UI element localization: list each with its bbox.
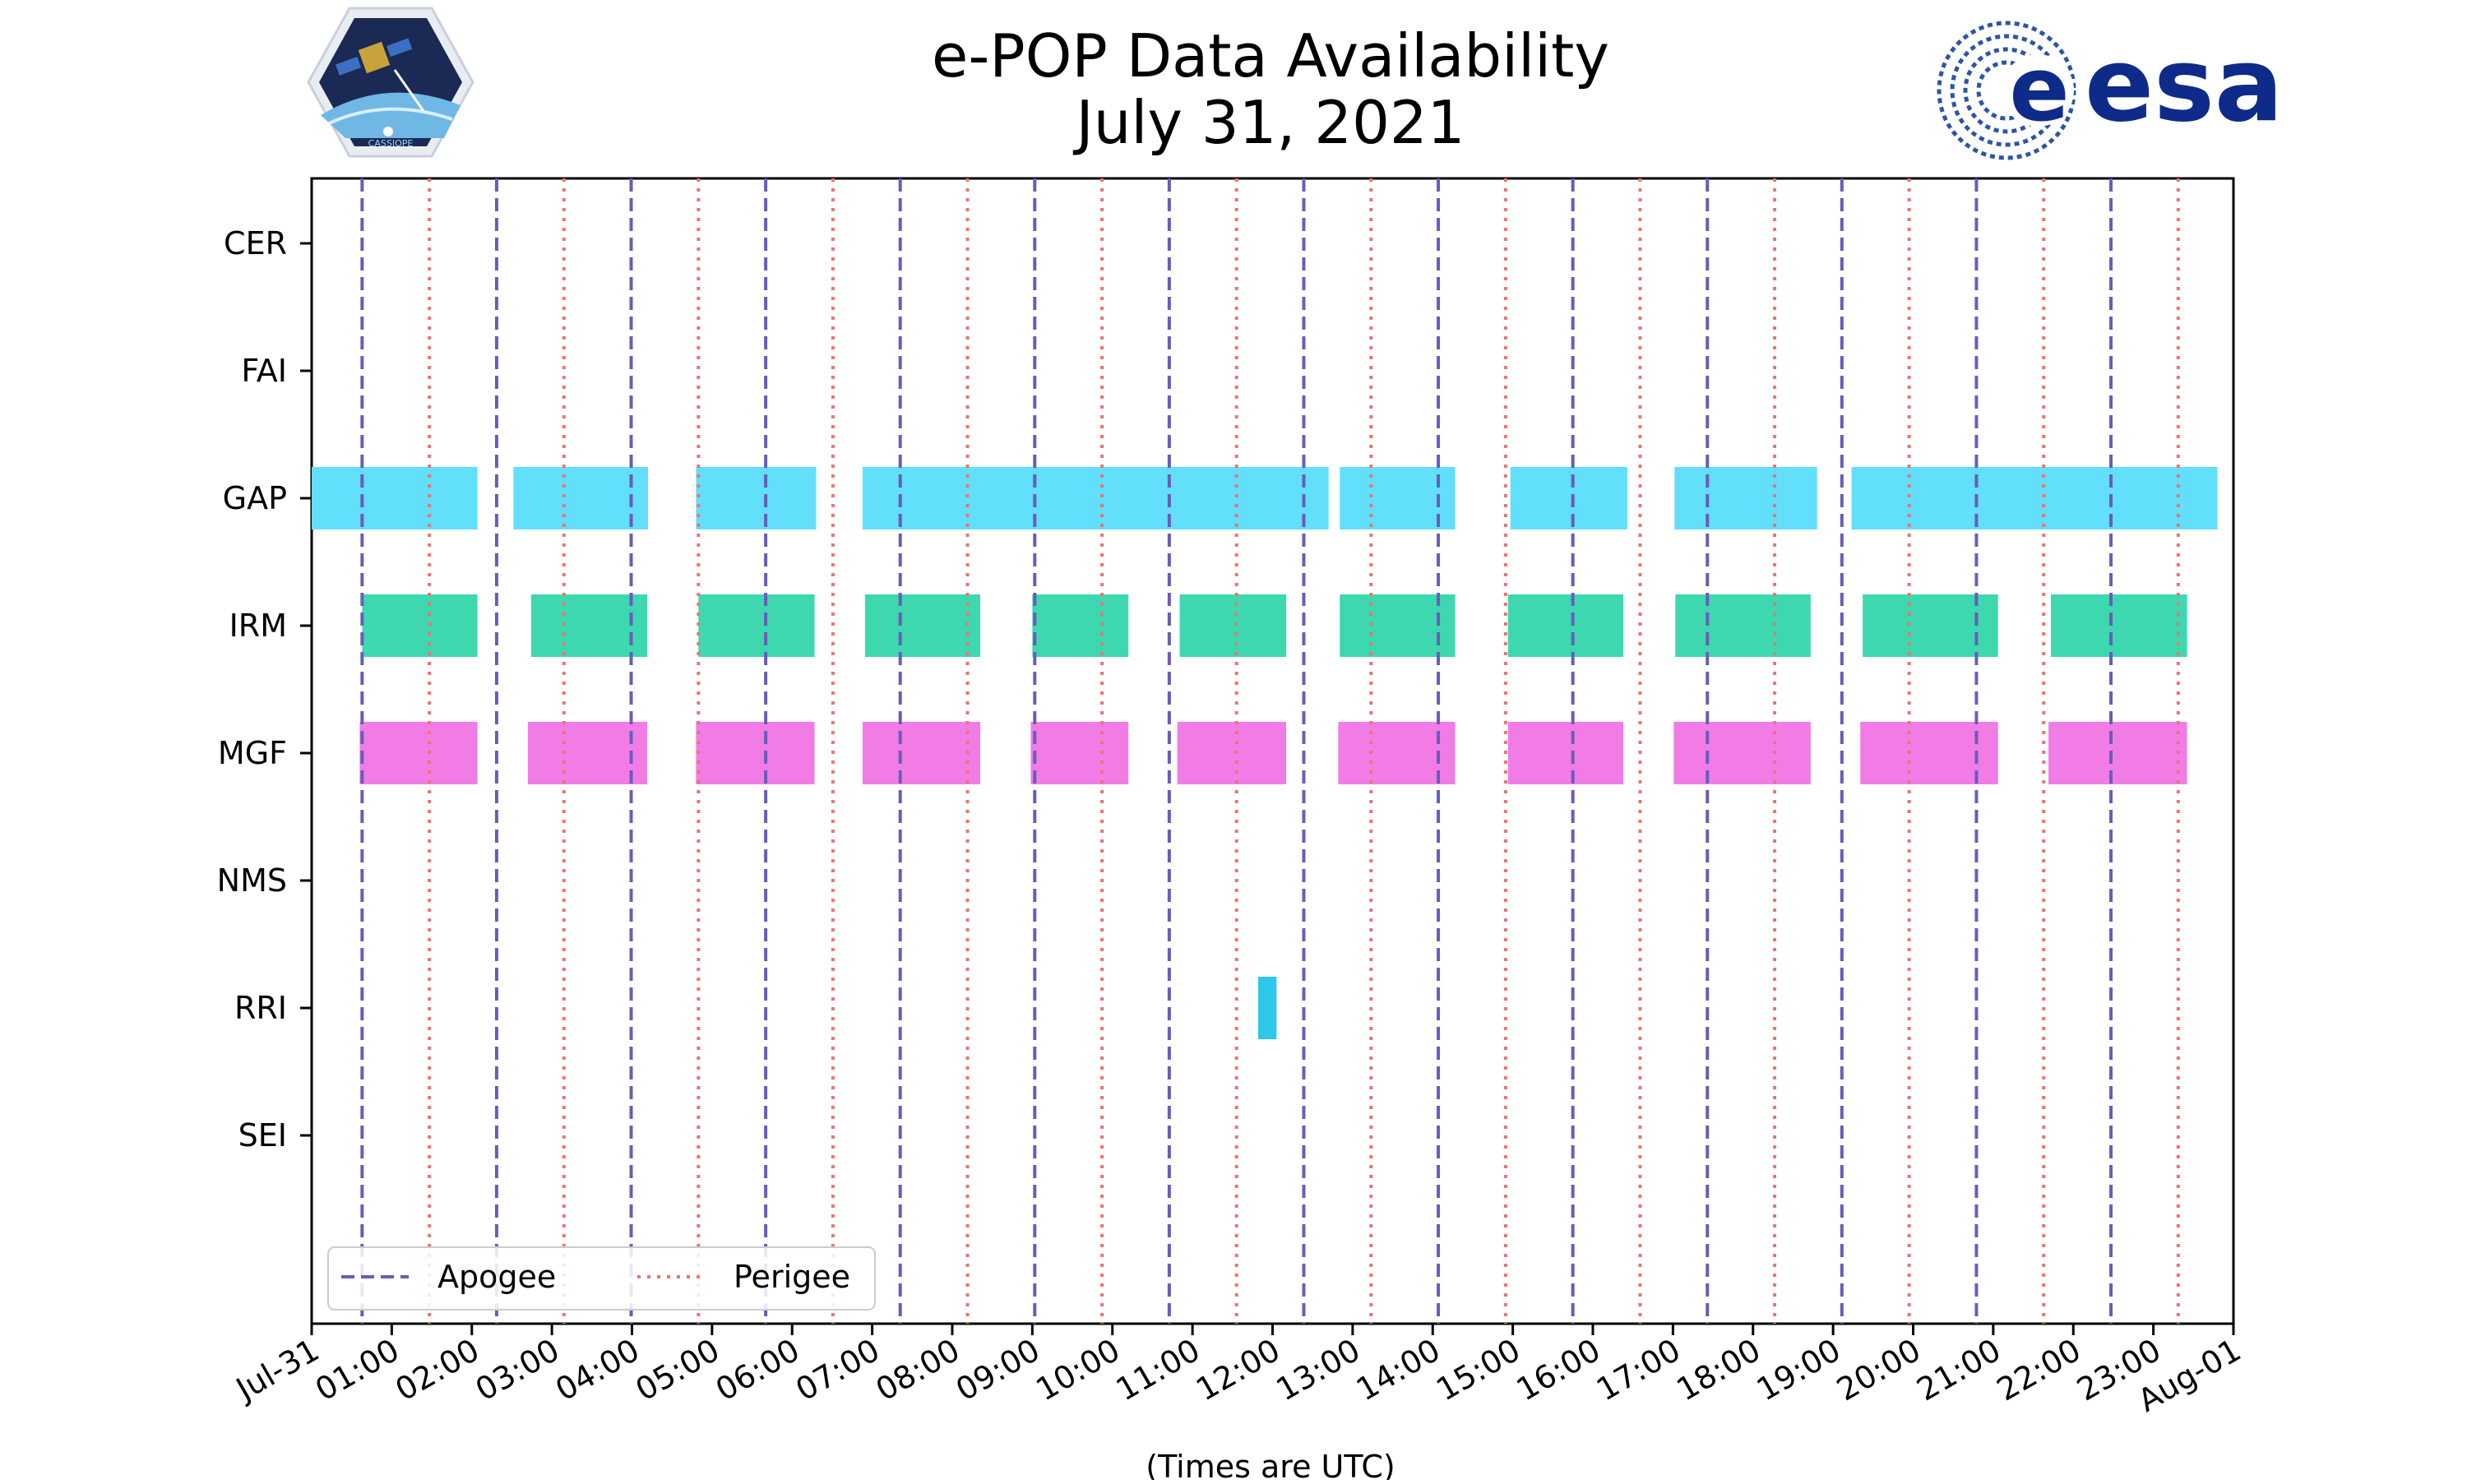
bar-mgf-7 [1507, 722, 1624, 784]
svg-text:e: e [2009, 39, 2069, 141]
bar-irm-7 [1507, 594, 1624, 657]
cassiope-logo: CASSIOPE [307, 7, 474, 158]
bar-gap-2 [696, 467, 817, 529]
bar-mgf-1 [527, 722, 648, 784]
x-tick-label-13: 13:00 [1271, 1332, 1367, 1408]
bar-gap-1 [513, 467, 648, 529]
bar-irm-10 [2050, 594, 2187, 657]
x-tick-label-16: 16:00 [1511, 1332, 1607, 1408]
bar-gap-7 [1851, 467, 2218, 529]
orbit-lines-layer [360, 178, 2180, 1324]
bar-rri-0 [1257, 977, 1277, 1039]
x-tick-label-6: 06:00 [710, 1332, 806, 1408]
bar-gap-6 [1674, 467, 1817, 529]
bar-irm-3 [864, 594, 981, 657]
y-tick-label-fai: FAI [241, 353, 287, 389]
bar-mgf-2 [696, 722, 815, 784]
y-tick-label-sei: SEI [238, 1117, 287, 1153]
x-tick-label-14: 14:00 [1350, 1332, 1446, 1408]
esa-swirl-icon: e [1937, 21, 2076, 160]
x-tick-label-10: 10:00 [1030, 1332, 1126, 1408]
y-tick-label-mgf: MGF [218, 735, 287, 771]
x-tick-label-20: 20:00 [1831, 1332, 1927, 1408]
x-tick-label-5: 05:00 [630, 1332, 726, 1408]
x-tick-label-12: 12:00 [1190, 1332, 1286, 1408]
chart-title-line1: e-POP Data Availability [932, 21, 1609, 90]
chart-title-line2: July 31, 2021 [1073, 88, 1465, 157]
y-tick-label-nms: NMS [217, 862, 287, 899]
y-tick-label-cer: CER [224, 225, 287, 261]
x-tick-label-17: 17:00 [1590, 1332, 1687, 1408]
x-tick-label-15: 15:00 [1430, 1332, 1526, 1408]
y-axis: CER FAI GAP IRM MGF NMS RRI SEI [217, 225, 312, 1153]
cassiope-logo-text: CASSIOPE [368, 138, 414, 149]
bar-irm-1 [530, 594, 648, 657]
x-tick-label-21: 21:00 [1911, 1332, 2007, 1408]
x-tick-label-4: 04:00 [549, 1332, 646, 1408]
x-tick-label-0: Jul-31 [229, 1332, 325, 1408]
x-tick-label-7: 07:00 [789, 1332, 886, 1408]
x-tick-label-1: 01:00 [309, 1332, 405, 1408]
bar-mgf-8 [1673, 722, 1811, 784]
bar-gap-3 [862, 467, 1329, 529]
x-axis: Jul-3101:0002:0003:0004:0005:0006:0007:0… [229, 1324, 2247, 1419]
x-tick-label-11: 11:00 [1110, 1332, 1206, 1408]
bar-mgf-6 [1338, 722, 1456, 784]
bar-mgf-3 [862, 722, 981, 784]
y-tick-label-rri: RRI [234, 990, 287, 1026]
bar-gap-0 [312, 467, 478, 529]
x-tick-label-8: 08:00 [870, 1332, 966, 1408]
legend-apogee-label: Apogee [437, 1259, 556, 1295]
legend: Apogee Perigee [327, 1246, 876, 1311]
bar-irm-5 [1179, 594, 1287, 657]
x-tick-label-22: 22:00 [1991, 1332, 2087, 1408]
bar-mgf-10 [2048, 722, 2187, 784]
bar-mgf-0 [359, 722, 478, 784]
bar-mgf-4 [1030, 722, 1129, 784]
x-axis-label: (Times are UTC) [1146, 1449, 1395, 1480]
bar-gap-4 [1340, 467, 1456, 529]
legend-box [327, 1246, 876, 1311]
esa-logo: e esa [1937, 21, 2284, 160]
bar-irm-0 [362, 594, 478, 657]
bar-irm-2 [698, 594, 815, 657]
satellite-icon [336, 38, 425, 112]
legend-perigee-label: Perigee [734, 1259, 850, 1295]
bar-gap-5 [1510, 467, 1627, 529]
bars-layer [312, 467, 2218, 1039]
esa-logo-text: esa [2085, 26, 2284, 145]
bar-mgf-5 [1177, 722, 1287, 784]
x-tick-label-2: 02:00 [389, 1332, 485, 1408]
bar-irm-4 [1032, 594, 1129, 657]
y-tick-label-gap: GAP [223, 480, 287, 516]
x-tick-label-9: 09:00 [950, 1332, 1046, 1408]
x-tick-label-18: 18:00 [1670, 1332, 1766, 1408]
bar-irm-6 [1340, 594, 1456, 657]
x-tick-label-19: 19:00 [1751, 1332, 1847, 1408]
y-tick-label-irm: IRM [229, 608, 287, 644]
x-tick-label-3: 03:00 [470, 1332, 566, 1408]
bar-irm-8 [1675, 594, 1811, 657]
